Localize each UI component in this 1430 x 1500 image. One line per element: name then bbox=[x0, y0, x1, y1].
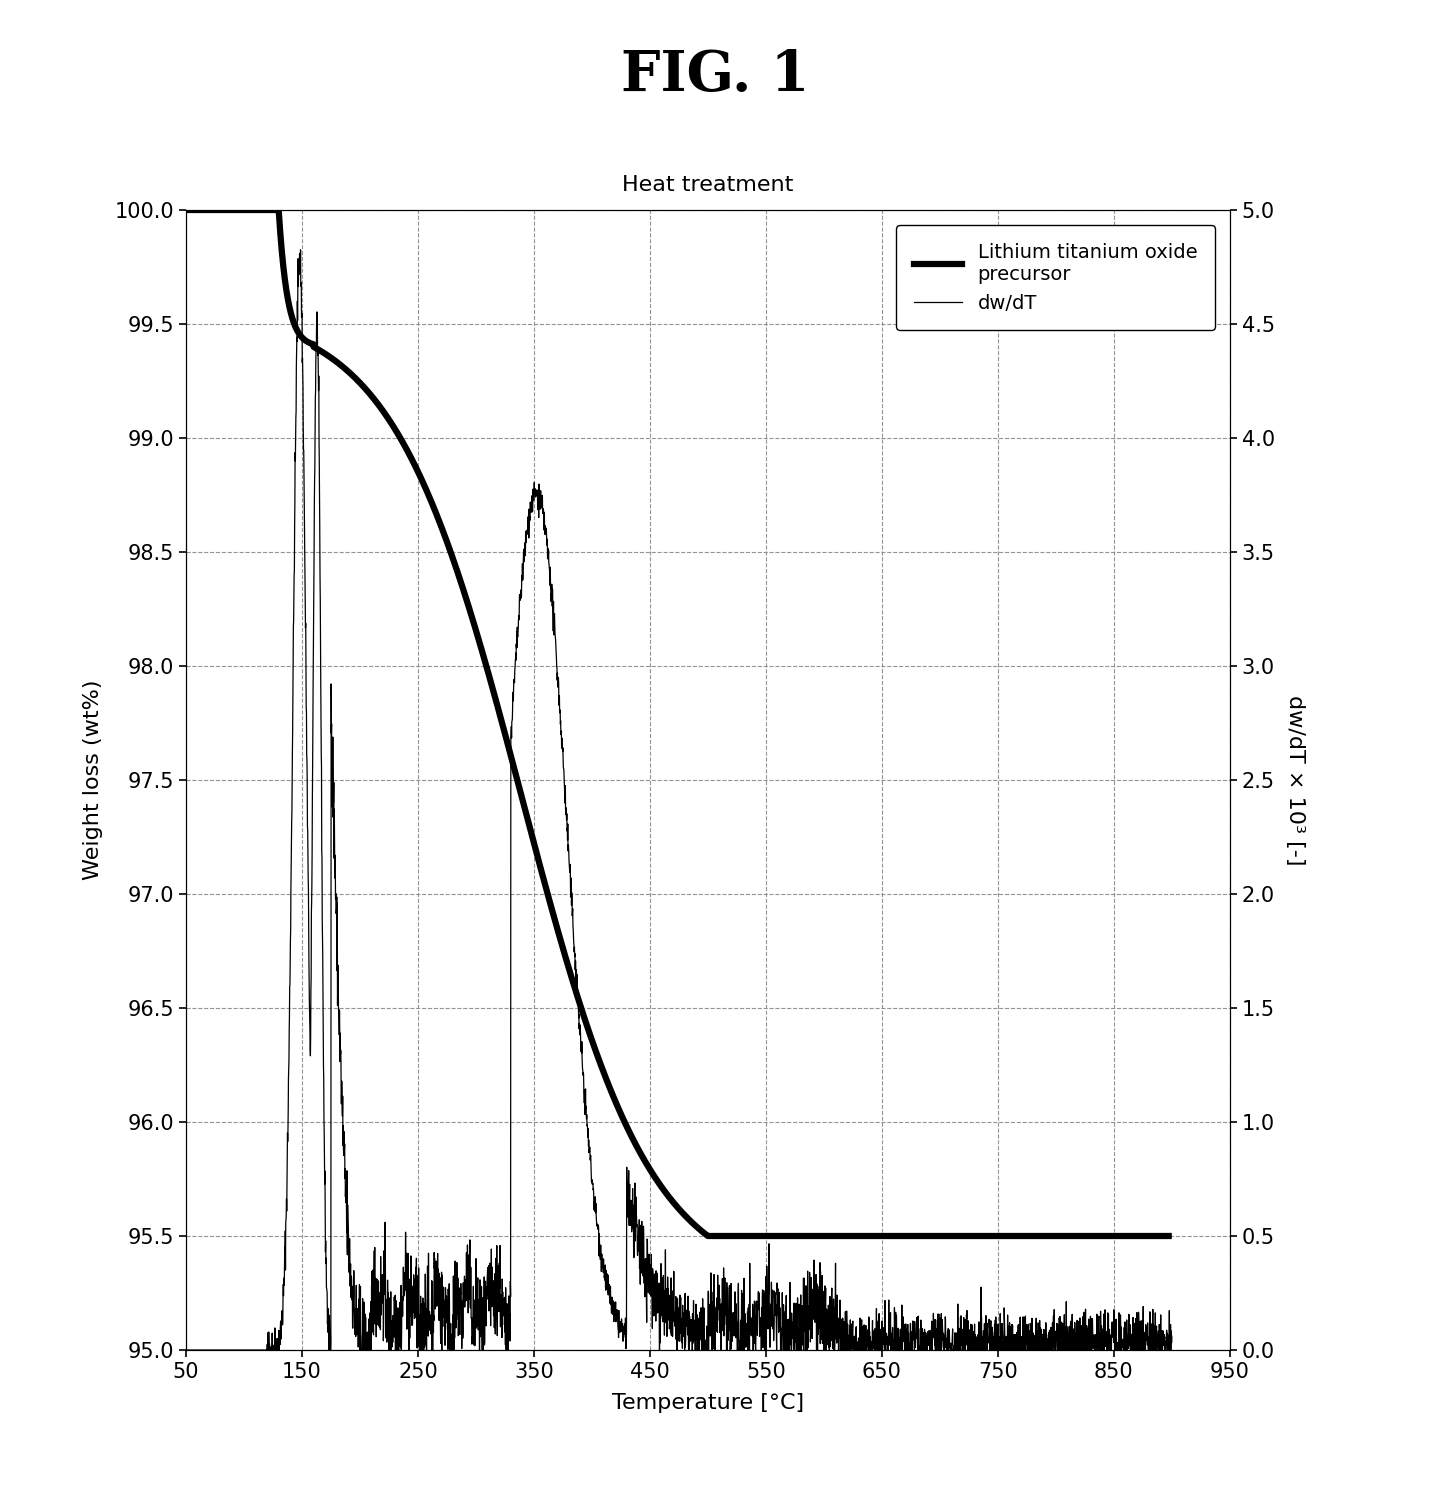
Y-axis label: dw/dT × 10³ [-]: dw/dT × 10³ [-] bbox=[1286, 694, 1306, 865]
X-axis label: Temperature [°C]: Temperature [°C] bbox=[612, 1394, 804, 1413]
Text: FIG. 1: FIG. 1 bbox=[621, 48, 809, 104]
Legend: Lithium titanium oxide
precursor, dw/dT: Lithium titanium oxide precursor, dw/dT bbox=[897, 225, 1216, 330]
Y-axis label: Weight loss (wt%): Weight loss (wt%) bbox=[83, 680, 103, 880]
Title: Heat treatment: Heat treatment bbox=[622, 174, 794, 195]
